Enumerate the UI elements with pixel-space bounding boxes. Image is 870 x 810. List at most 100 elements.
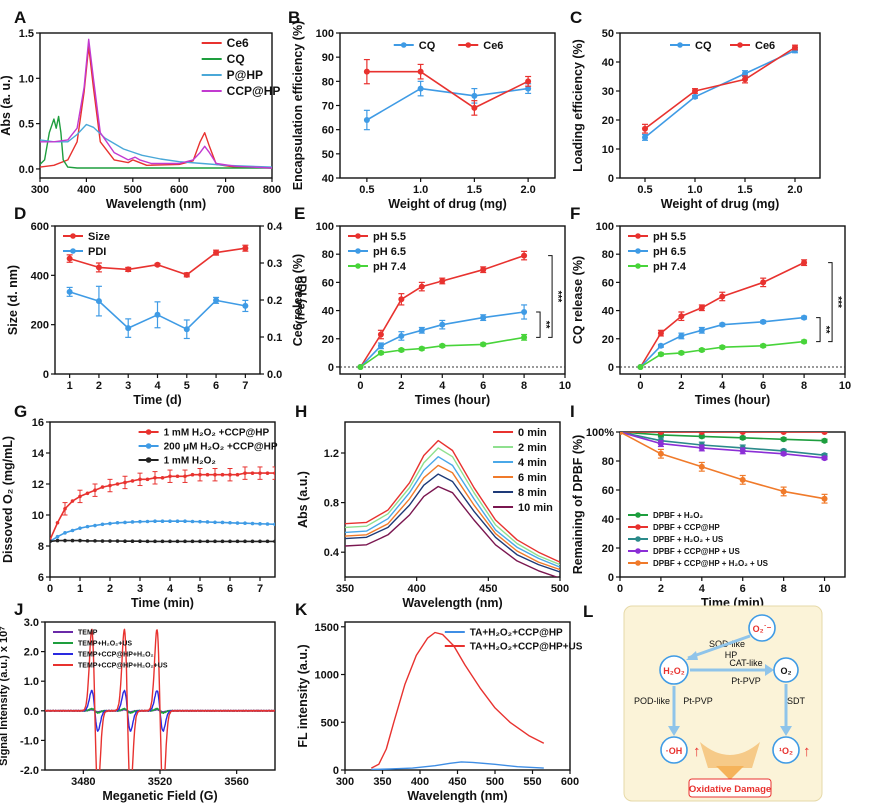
x-axis-label: Weight of drug (mg): [388, 197, 507, 211]
x-tick-label: 3: [137, 583, 143, 595]
y-tick-label: 100: [316, 221, 334, 233]
y-axis-label: CQ release (%): [571, 256, 585, 344]
data-point: [168, 519, 172, 523]
data-point: [153, 519, 157, 523]
data-point: [417, 85, 424, 92]
significance-bracket: [536, 311, 541, 338]
data-point: [198, 539, 202, 544]
legend-marker: [635, 512, 641, 518]
x-tick-label: 700: [216, 184, 234, 196]
panel-j: J 3480 3520 3560 -2.0 -1.0 0.0 1.0 2.0 3.0 Meganet…: [0, 600, 276, 803]
panel-letter-b: B: [288, 8, 300, 27]
y-tick-label: 20: [602, 115, 614, 127]
data-point: [657, 450, 664, 457]
legend: TEMP TEMP+H₂O₂+US TEMP+CCP@HP+H₂O₂ TEMP+CCP…: [53, 629, 168, 669]
data-point: [220, 539, 225, 544]
data-point: [698, 327, 705, 334]
legend-label: CQ: [227, 52, 245, 66]
x-axis-label: Wavelength (nm): [407, 789, 507, 803]
y-tick-label: 1.0: [24, 676, 39, 688]
legend-label: 4 min: [518, 457, 547, 469]
data-point: [439, 277, 446, 284]
sdt-label: SDT: [787, 696, 806, 706]
legend-marker: [70, 248, 76, 254]
legend-marker: [677, 42, 683, 48]
data-point: [242, 302, 249, 309]
data-point: [678, 313, 685, 320]
y-tick-label: 3.0: [24, 617, 39, 629]
y-tick-label: 80: [322, 76, 334, 88]
y-tick-label: 1.2: [324, 448, 339, 460]
series-line-10-min: [345, 485, 559, 577]
legend: pH 5.5 pH 6.5 pH 7.4: [628, 231, 687, 273]
x-tick-label: 2: [107, 583, 113, 595]
data-point: [130, 479, 135, 483]
x-axis-label: Times (hour): [415, 393, 490, 407]
data-point: [190, 472, 195, 477]
data-point: [123, 480, 127, 485]
data-point: [213, 520, 217, 525]
series-line-dpbf-ccp-hp-us: [620, 432, 825, 459]
data-point: [235, 521, 240, 525]
data-point: [213, 297, 220, 304]
y-axis-label: Signal Intensity (a.u.) x 10⁷: [0, 626, 10, 766]
x-tick-label: 7: [242, 380, 248, 392]
data-point: [108, 483, 112, 488]
data-point: [739, 476, 746, 483]
legend-label: pH 5.5: [373, 231, 406, 243]
y2-tick-label: 0.2: [267, 295, 282, 307]
data-point: [521, 308, 528, 315]
data-point: [168, 539, 172, 544]
legend: CQ Ce6: [393, 40, 503, 52]
hydroxyl-up-icon: ↑: [693, 743, 701, 760]
pod-arrowhead: [668, 726, 680, 736]
data-point: [228, 520, 232, 525]
legend-marker: [635, 233, 641, 239]
y-tick-label: 1500: [315, 622, 339, 634]
data-point: [183, 474, 187, 479]
data-point: [220, 472, 225, 477]
data-point: [78, 538, 82, 543]
x-tick-label: 2: [96, 380, 102, 392]
data-point: [198, 519, 202, 524]
series-line-cq: [366, 87, 529, 121]
panel-letter-g: G: [14, 402, 27, 421]
data-point: [642, 125, 648, 132]
y-tick-label: 500: [321, 717, 339, 729]
data-point: [130, 539, 135, 543]
data-point: [398, 296, 405, 303]
x-tick-label: 500: [486, 776, 504, 788]
x-tick-label: 500: [124, 184, 142, 196]
panel-letter-f: F: [570, 204, 580, 223]
y2-tick-label: 0.0: [267, 369, 282, 381]
damage-box: [688, 778, 772, 798]
y-tick-label: 0: [333, 765, 339, 777]
legend-label: TEMP: [78, 629, 98, 636]
legend: Size PDI: [63, 231, 110, 258]
data-point: [698, 463, 705, 470]
y-tick-label: 20: [602, 334, 614, 346]
data-point: [265, 471, 270, 475]
x-tick-label: 2.0: [520, 184, 535, 196]
data-point: [418, 345, 425, 352]
y-tick-label: 0: [608, 362, 614, 374]
data-point: [739, 434, 746, 441]
x-tick-label: 4: [719, 380, 726, 392]
data-point: [108, 521, 112, 526]
data-point: [471, 104, 478, 111]
x-tick-label: 450: [479, 583, 497, 595]
data-point: [273, 471, 275, 475]
y-tick-label: 0.8: [324, 498, 339, 510]
data-point: [243, 539, 247, 544]
y-tick-label: 60: [322, 125, 334, 137]
data-point: [377, 331, 384, 338]
x-tick-label: 350: [373, 776, 391, 788]
data-point: [739, 447, 746, 454]
h2o2-label: H₂O₂: [663, 666, 685, 676]
x-tick-label: 1: [67, 380, 73, 392]
legend-label: 0 min: [518, 427, 547, 439]
y-tick-label: 20: [322, 334, 334, 346]
series-line-ccp-hp: [40, 38, 272, 169]
data-point: [742, 76, 748, 83]
